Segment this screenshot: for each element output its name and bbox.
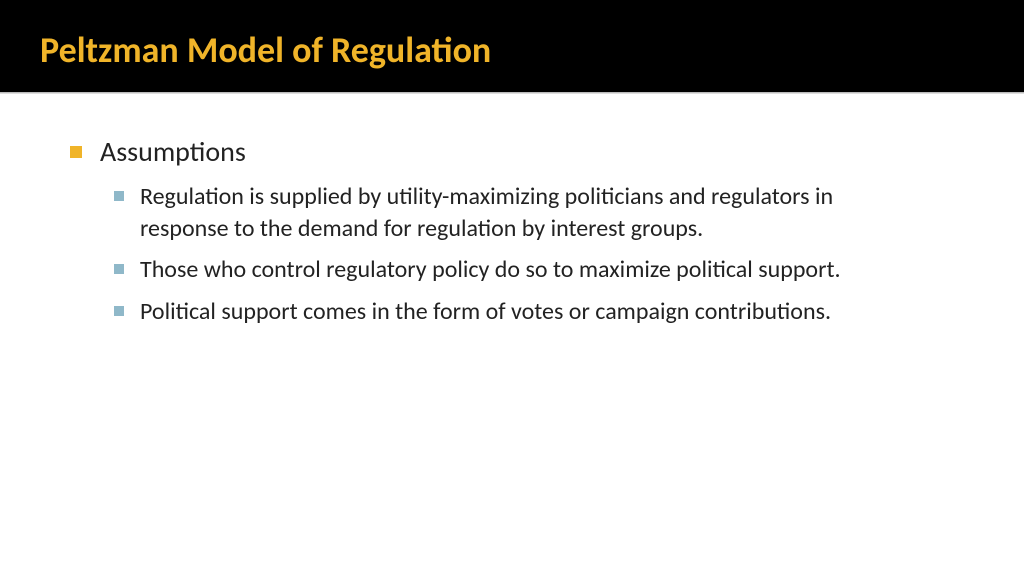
title-bar: Peltzman Model of Regulation [0,0,1024,92]
square-bullet-icon [70,146,82,158]
bullet-level2-text: Regulation is supplied by utility-maximi… [140,181,920,244]
bullet-level2-text: Political support comes in the form of v… [140,296,831,328]
square-bullet-icon [114,306,124,316]
bullet-level2-text: Those who control regulatory policy do s… [140,254,841,286]
bullet-level1: Assumptions [70,134,954,169]
slide-content: Assumptions Regulation is supplied by ut… [0,94,1024,338]
slide-title: Peltzman Model of Regulation [40,28,984,72]
slide: Peltzman Model of Regulation Assumptions… [0,0,1024,576]
bullet-level2: Those who control regulatory policy do s… [114,254,954,286]
bullet-level2: Political support comes in the form of v… [114,296,954,328]
bullet-level1-text: Assumptions [100,134,246,169]
square-bullet-icon [114,191,124,201]
bullet-level2: Regulation is supplied by utility-maximi… [114,181,954,244]
square-bullet-icon [114,264,124,274]
